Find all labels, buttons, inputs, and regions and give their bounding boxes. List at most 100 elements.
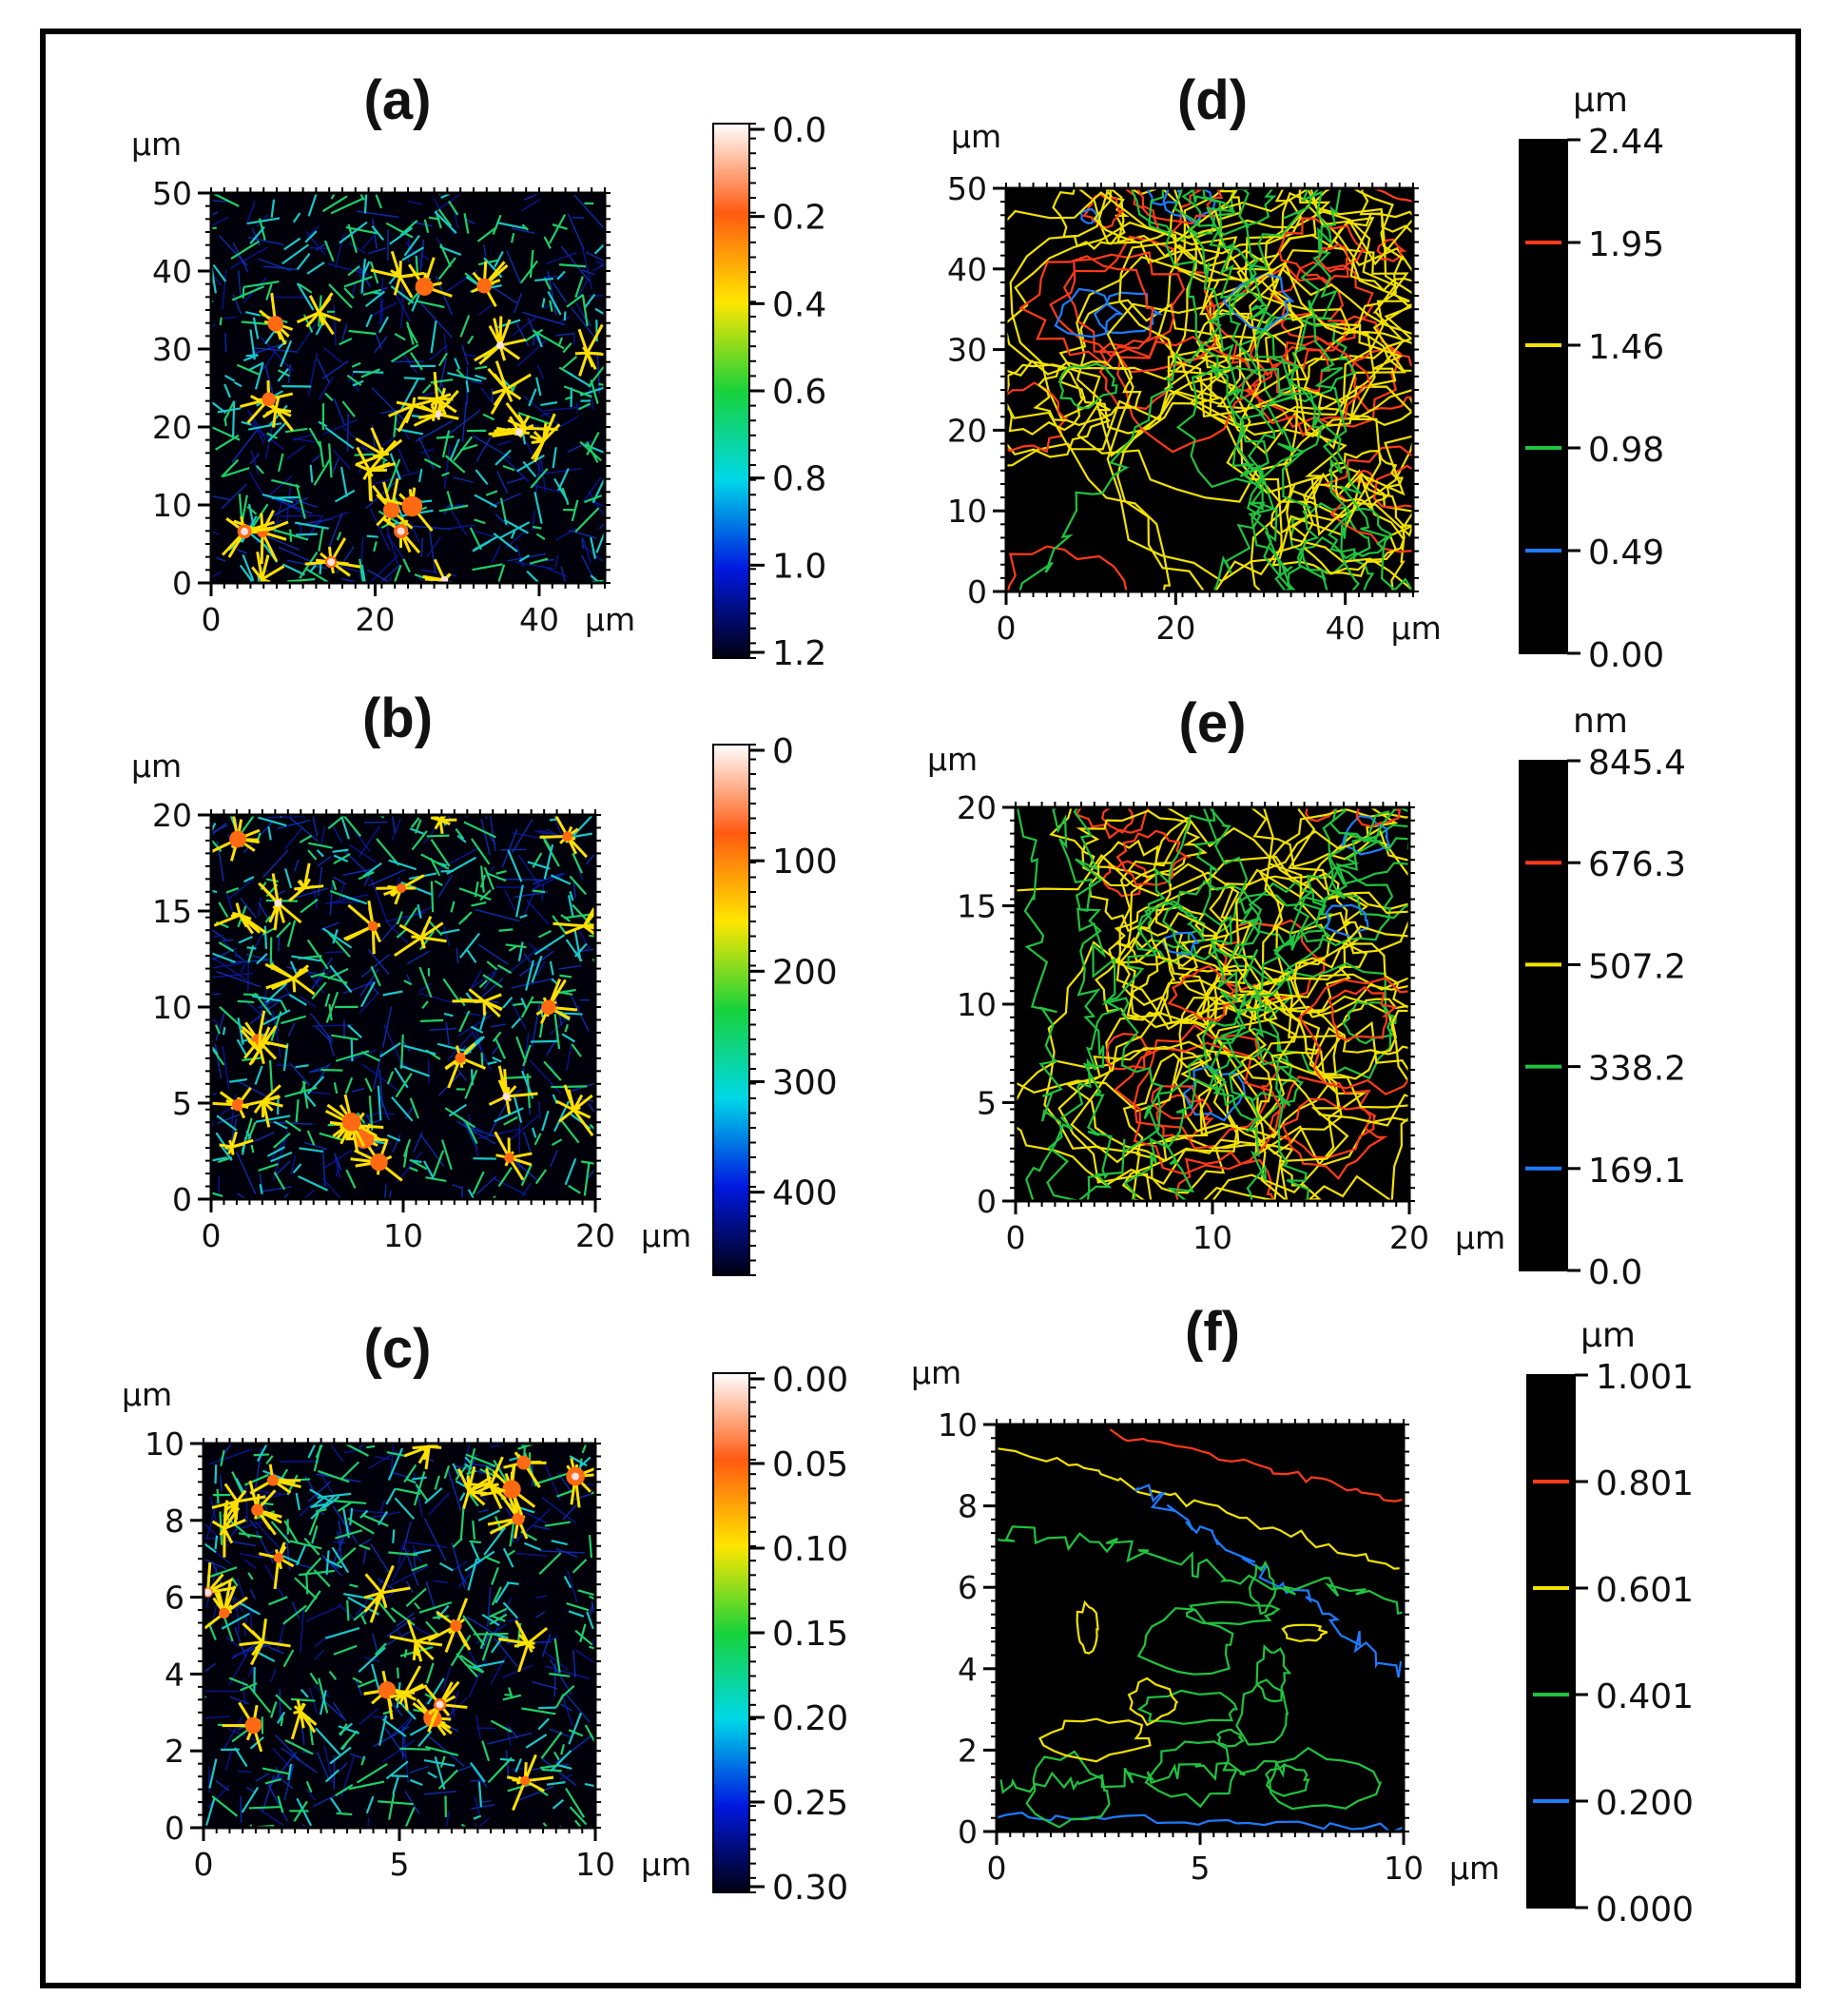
contour-loop — [1230, 234, 1413, 374]
network-segment — [249, 226, 265, 245]
contour-loop — [1006, 359, 1112, 458]
mesh-segment — [475, 1715, 481, 1739]
mesh-segment — [287, 496, 318, 509]
network-segment — [438, 504, 469, 513]
mesh-segment — [541, 1497, 577, 1524]
ridge-segment — [230, 1131, 238, 1148]
network-segment — [516, 454, 545, 473]
network-segment — [311, 1525, 319, 1544]
mesh-segment — [582, 537, 591, 564]
mesh-segment — [211, 200, 228, 203]
network-segment — [374, 1642, 387, 1656]
network-segment — [423, 219, 430, 233]
y-tick-label: 15 — [152, 893, 192, 930]
ridge-segment — [489, 1456, 504, 1487]
mesh-segment — [555, 528, 577, 541]
y-tick-label: 20 — [152, 797, 192, 834]
mesh-segment — [372, 219, 378, 249]
contour-loop — [1215, 1728, 1245, 1748]
mesh-segment — [208, 1448, 253, 1465]
ridge-segment — [224, 1500, 239, 1512]
peak-spot — [231, 1098, 244, 1112]
contour-line — [1301, 188, 1362, 591]
colorbar-label: 0.00 — [772, 1361, 848, 1400]
contour-loop — [1290, 475, 1407, 575]
mesh-segment — [365, 476, 401, 510]
contour-loop — [1101, 807, 1135, 834]
network-segment — [562, 356, 578, 370]
network-segment — [479, 874, 486, 888]
network-segment — [415, 1483, 429, 1502]
mesh-segment — [269, 1669, 277, 1683]
network-segment — [552, 1798, 565, 1810]
contour-loop — [1116, 336, 1261, 454]
network-segment — [535, 377, 542, 397]
mesh-segment — [420, 448, 435, 454]
mesh-segment — [254, 1132, 275, 1142]
mesh-segment — [553, 1663, 556, 1697]
network-segment — [220, 1145, 233, 1161]
mesh-segment — [274, 1734, 301, 1761]
network-segment — [462, 1615, 485, 1646]
ridge-segment — [299, 1702, 306, 1713]
mesh-segment — [515, 1552, 547, 1557]
network-segment — [543, 236, 552, 249]
mesh-segment — [567, 1571, 578, 1602]
network-segment — [590, 536, 597, 559]
network-segment — [549, 300, 553, 312]
network-segment — [211, 258, 217, 294]
network-segment — [432, 1150, 445, 1177]
network-segment — [358, 871, 375, 881]
ridge-segment — [572, 1108, 591, 1119]
mesh-segment — [402, 352, 417, 374]
ridge-segment — [533, 430, 545, 442]
mesh-segment — [489, 816, 496, 851]
network-segment — [242, 287, 245, 299]
network-segment — [443, 1465, 451, 1480]
network-segment — [465, 380, 470, 393]
network-segment — [224, 374, 236, 382]
network-segment — [390, 1607, 416, 1626]
mesh-segment — [353, 829, 371, 852]
network-segment — [313, 1444, 322, 1472]
network-segment — [417, 300, 445, 309]
mesh-segment — [456, 1565, 468, 1585]
mesh-segment — [301, 996, 317, 1008]
network-segment — [515, 884, 524, 918]
ridge-segment — [542, 413, 556, 442]
mesh-segment — [381, 1006, 393, 1048]
network-segment — [553, 1751, 560, 1761]
mesh-segment — [211, 928, 227, 941]
mesh-segment — [581, 244, 593, 290]
contour-loop — [1262, 807, 1409, 955]
network-segment — [423, 457, 442, 469]
mesh-segment — [428, 344, 449, 361]
contour-loop — [1018, 255, 1154, 367]
network-segment — [284, 1119, 301, 1133]
heatmap-image — [211, 815, 595, 1199]
mesh-segment — [588, 497, 605, 508]
mesh-segment — [351, 1087, 365, 1093]
network-segment — [409, 1723, 431, 1736]
contour-loop — [1264, 188, 1407, 336]
network-segment — [479, 889, 492, 901]
ridge-segment — [296, 311, 320, 324]
network-segment — [296, 252, 311, 270]
network-segment — [535, 333, 543, 348]
network-segment — [574, 276, 584, 299]
network-segment — [378, 316, 390, 334]
network-segment — [538, 1023, 544, 1038]
network-segment — [330, 197, 364, 215]
colorbar — [712, 1372, 750, 1893]
ridge-segment — [517, 1642, 530, 1673]
mesh-segment — [553, 281, 568, 303]
network-segment — [483, 1526, 507, 1556]
mesh-segment — [225, 1636, 240, 1648]
x-tick-label: 0 — [194, 1846, 214, 1883]
colorbar-label: 0.0 — [772, 111, 826, 150]
mesh-segment — [359, 1708, 379, 1725]
ridge-segment — [223, 1519, 246, 1530]
mesh-segment — [383, 1184, 387, 1199]
ridge-segment — [438, 820, 444, 835]
